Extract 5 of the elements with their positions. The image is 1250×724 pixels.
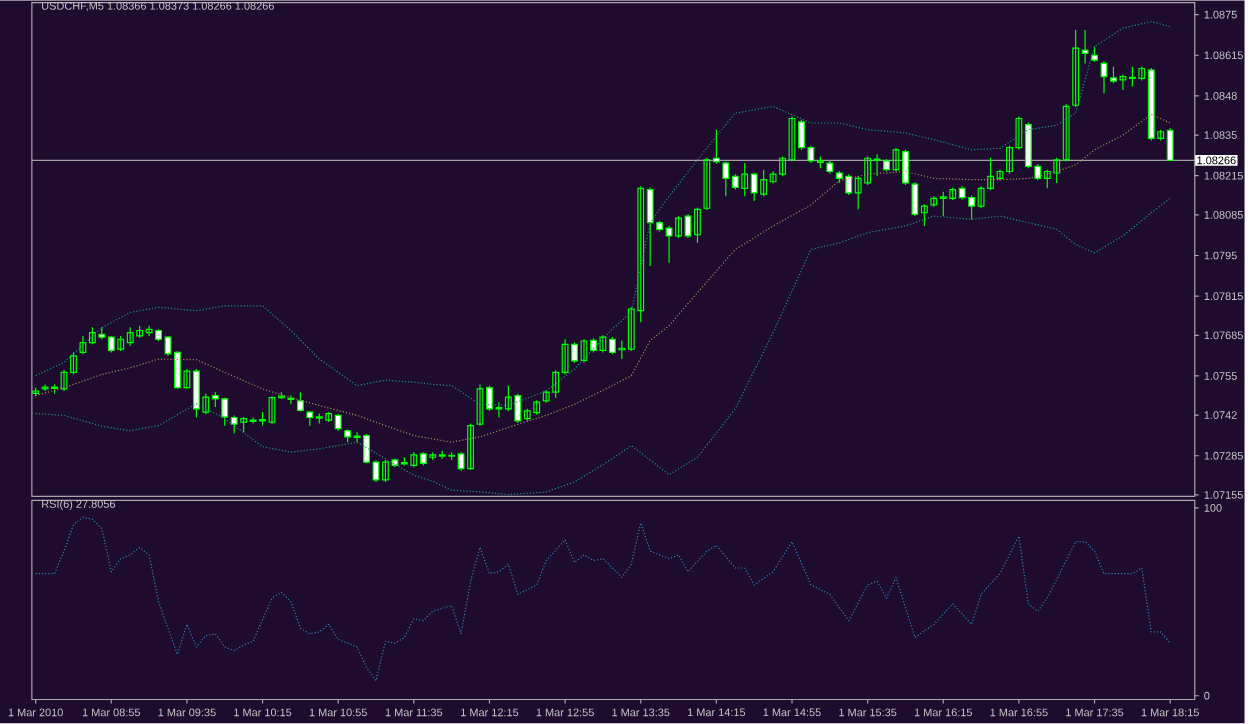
line-series: [35, 21, 1171, 407]
line-series: [35, 114, 1171, 444]
line-series: [35, 516, 1171, 682]
line-series: [35, 197, 1171, 496]
candlestick: [79, 335, 87, 356]
